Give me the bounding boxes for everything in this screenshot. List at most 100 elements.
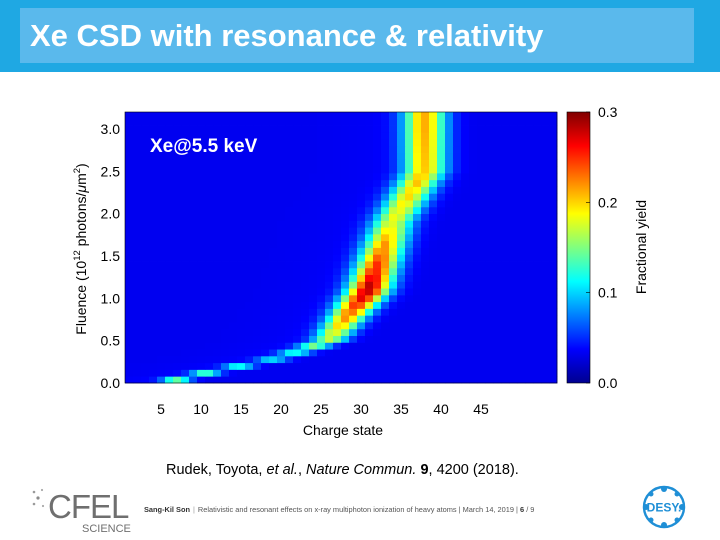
heatmap-cell [189,261,198,269]
heatmap-cell [501,369,510,377]
heatmap-cell [485,206,494,215]
heatmap-cell [221,227,230,235]
heatmap-cell [173,193,182,201]
heatmap-cell [317,152,326,160]
heatmap-cell [317,294,326,303]
heatmap-cell [525,152,534,160]
heatmap-cell [325,193,334,201]
heatmap-cell [221,220,230,228]
heatmap-cell [381,152,390,160]
heatmap-cell [149,328,158,336]
heatmap-cell [293,166,302,174]
heatmap-cell [189,294,198,303]
heatmap-cell [349,213,358,221]
heatmap-cell [197,213,206,221]
heatmap-cell [189,335,198,343]
colorbar-label: Fractional yield [633,200,649,294]
heatmap-cell [437,247,446,255]
heatmap-cell [365,281,374,289]
heatmap-cell [461,125,470,133]
heatmap-cell [493,186,502,194]
heatmap-cell [125,132,134,140]
heatmap-cell [493,294,502,303]
heatmap-cell [293,322,302,330]
heatmap-cell [261,206,270,215]
heatmap-cell [181,193,190,201]
heatmap-cell [269,166,278,174]
heatmap-cell [469,213,478,221]
heatmap-cell [381,261,390,269]
heatmap-cell [277,308,286,316]
heatmap-cell [165,369,174,377]
heatmap-cell [261,186,270,194]
footer: Sang-Kil Son | Relativistic and resonant e… [144,505,535,514]
heatmap-cell [309,233,318,242]
heatmap-cell [413,240,422,248]
heatmap-cell [333,213,342,221]
heatmap-cell [285,159,294,167]
heatmap-cell [189,172,198,181]
heatmap-cell [381,247,390,255]
heatmap-cell [501,132,510,140]
heatmap-cell [429,145,438,154]
heatmap-cell [221,308,230,316]
heatmap-cell [397,254,406,262]
heatmap-cell [429,200,438,208]
heatmap-cell [437,322,446,330]
heatmap-cell [373,355,382,364]
heatmap-cell [381,362,390,370]
heatmap-cell [325,288,334,296]
heatmap-cell [381,355,390,364]
y-tick-label: 1.5 [101,248,121,264]
heatmap-cell [373,288,382,296]
heatmap-cell [301,288,310,296]
heatmap-cell [149,118,158,126]
heatmap-cell [285,288,294,296]
heatmap-cell [317,369,326,377]
heatmap-cell [141,145,150,154]
heatmap-cell [141,322,150,330]
heatmap-cell [469,362,478,370]
heatmap-cell [373,308,382,316]
heatmap-cell [197,118,206,126]
heatmap-cell [261,247,270,255]
heatmap-cell [157,112,166,120]
heatmap-cell [261,267,270,275]
heatmap-cell [477,274,486,282]
heatmap-cell [245,301,254,309]
heatmap-cell [381,254,390,262]
heatmap-cell [237,132,246,140]
heatmap-cell [261,240,270,248]
heatmap-cell [133,172,142,181]
heatmap-cell [277,152,286,160]
heatmap-cell [181,172,190,181]
heatmap-cell [141,247,150,255]
heatmap-cell [389,247,398,255]
heatmap-cell [125,166,134,174]
heatmap-cell [485,240,494,248]
heatmap-cell [269,152,278,160]
heatmap-cell [245,294,254,303]
heatmap-cell [269,281,278,289]
heatmap-cell [373,139,382,147]
heatmap-cell [469,172,478,181]
heatmap-cell [373,335,382,343]
heatmap-cell [341,132,350,140]
heatmap-cell [509,179,518,187]
heatmap-cell [333,254,342,262]
heatmap-cell [293,118,302,126]
heatmap-cell [517,335,526,343]
heatmap-cell [365,227,374,235]
heatmap-cell [141,342,150,350]
heatmap-cell [237,315,246,323]
heatmap-cell [325,322,334,330]
heatmap-cell [133,261,142,269]
heatmap-cell [421,376,430,384]
heatmap-cell [397,139,406,147]
heatmap-cell [501,376,510,384]
heatmap-cell [149,308,158,316]
heatmap-cell [237,206,246,215]
heatmap-cell [237,220,246,228]
heatmap-cell [445,322,454,330]
heatmap-cell [549,267,558,275]
